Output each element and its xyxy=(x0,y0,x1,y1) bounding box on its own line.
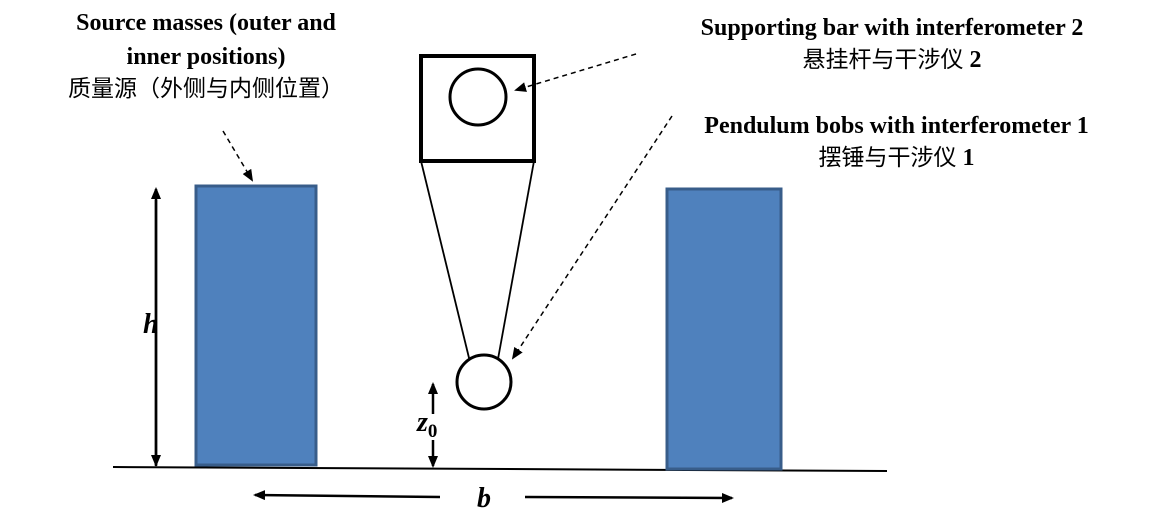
b-label: b xyxy=(477,483,491,514)
bobs-label: Pendulum bobs with interferometer 1 摆锤与干… xyxy=(638,112,1155,172)
bar-label: Supporting bar with interferometer 2 悬挂杆… xyxy=(632,14,1152,74)
z0-label-main: z xyxy=(417,407,428,438)
z0-label: z0 xyxy=(417,408,437,447)
bar-pointer xyxy=(514,53,637,92)
source-mass-left xyxy=(194,184,318,467)
source-mass-right xyxy=(665,187,783,471)
bobs-label-en: Pendulum bobs with interferometer 1 xyxy=(704,113,1089,139)
source-masses-label-en-1: Source masses (outer and xyxy=(76,10,336,36)
bobs-label-cn-num: 1 xyxy=(962,145,975,171)
bar-label-cn: 悬挂杆与干涉仪 2 xyxy=(632,46,1152,74)
source-masses-label-en-2: inner positions) xyxy=(126,44,286,70)
z0-label-sub: 0 xyxy=(427,421,438,442)
source-masses-pointer xyxy=(222,130,254,182)
source-masses-label-cn: 质量源（外侧与内侧位置） xyxy=(68,76,344,102)
b-arrow-right xyxy=(524,492,734,503)
bobs-label-cn-text: 摆锤与干涉仪 xyxy=(818,145,957,171)
bar-label-en: Supporting bar with interferometer 2 xyxy=(700,15,1084,41)
bobs-label-cn: 摆锤与干涉仪 1 xyxy=(638,144,1155,172)
pendulum-bob xyxy=(455,353,513,411)
bar-label-cn-text: 悬挂杆与干涉仪 xyxy=(802,47,964,73)
interferometer-2-circle xyxy=(448,67,508,127)
b-arrow-left xyxy=(253,490,441,501)
h-label: h xyxy=(143,309,159,340)
source-masses-label: Source masses (outer and inner positions… xyxy=(0,9,412,103)
bar-label-cn-num: 2 xyxy=(969,47,982,73)
bob-pointer xyxy=(511,115,673,360)
pendulum-wire-left xyxy=(420,160,471,363)
pendulum-wire-right xyxy=(497,160,535,360)
